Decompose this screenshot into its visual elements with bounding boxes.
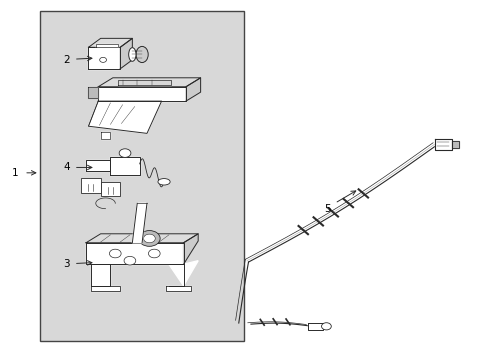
Bar bbox=[101, 182, 120, 196]
Polygon shape bbox=[101, 132, 110, 139]
Polygon shape bbox=[118, 80, 171, 85]
Circle shape bbox=[321, 323, 330, 330]
Polygon shape bbox=[451, 140, 458, 148]
Polygon shape bbox=[132, 203, 147, 243]
Polygon shape bbox=[168, 261, 198, 286]
Polygon shape bbox=[88, 47, 120, 69]
Polygon shape bbox=[86, 243, 183, 264]
Polygon shape bbox=[434, 139, 451, 149]
Text: 1: 1 bbox=[12, 168, 19, 178]
Polygon shape bbox=[86, 160, 110, 171]
Text: 5: 5 bbox=[324, 204, 330, 214]
Text: 2: 2 bbox=[63, 55, 70, 65]
Circle shape bbox=[109, 249, 121, 258]
Ellipse shape bbox=[136, 46, 148, 63]
Text: 4: 4 bbox=[63, 162, 70, 172]
Circle shape bbox=[100, 57, 106, 62]
Polygon shape bbox=[307, 323, 322, 330]
Text: 3: 3 bbox=[63, 259, 70, 269]
Circle shape bbox=[139, 230, 160, 246]
Circle shape bbox=[143, 234, 155, 243]
Polygon shape bbox=[91, 264, 110, 286]
Polygon shape bbox=[110, 157, 140, 175]
Polygon shape bbox=[88, 39, 132, 47]
Polygon shape bbox=[185, 78, 200, 101]
Ellipse shape bbox=[128, 48, 136, 61]
Ellipse shape bbox=[158, 179, 170, 185]
Bar bbox=[40, 12, 244, 341]
Polygon shape bbox=[91, 286, 120, 291]
Circle shape bbox=[119, 149, 131, 157]
Polygon shape bbox=[88, 87, 98, 98]
Polygon shape bbox=[86, 234, 198, 243]
Polygon shape bbox=[183, 234, 198, 264]
Bar bbox=[81, 178, 101, 193]
Polygon shape bbox=[96, 44, 118, 47]
Polygon shape bbox=[98, 78, 200, 87]
Polygon shape bbox=[120, 39, 132, 69]
Polygon shape bbox=[166, 286, 190, 291]
Circle shape bbox=[148, 249, 160, 258]
Polygon shape bbox=[88, 101, 161, 134]
Circle shape bbox=[124, 256, 136, 265]
Polygon shape bbox=[98, 87, 185, 101]
